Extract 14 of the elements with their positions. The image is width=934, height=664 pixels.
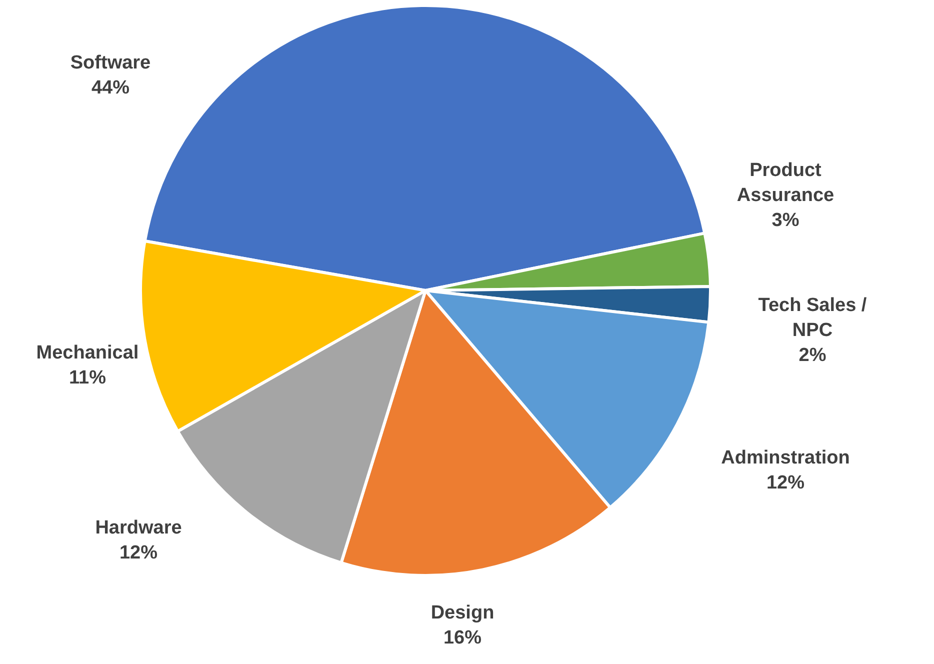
slice-label: Hardware — [95, 517, 182, 538]
data-label: 44% — [91, 78, 130, 99]
slice-label: Software — [70, 52, 151, 74]
slice-label: Tech Sales / NPC — [758, 294, 868, 341]
slice-label: Product Assurance — [736, 160, 834, 206]
data-label: 2% — [798, 345, 826, 366]
slice-label: Mechanical — [36, 342, 139, 364]
data-label: 12% — [766, 472, 805, 494]
data-label: 11% — [69, 368, 106, 389]
slice-label: Design — [430, 602, 494, 624]
slice-label: Adminstration — [721, 447, 850, 468]
data-label: 12% — [119, 542, 158, 564]
data-label: 16% — [443, 628, 482, 649]
data-label: 3% — [772, 210, 800, 232]
